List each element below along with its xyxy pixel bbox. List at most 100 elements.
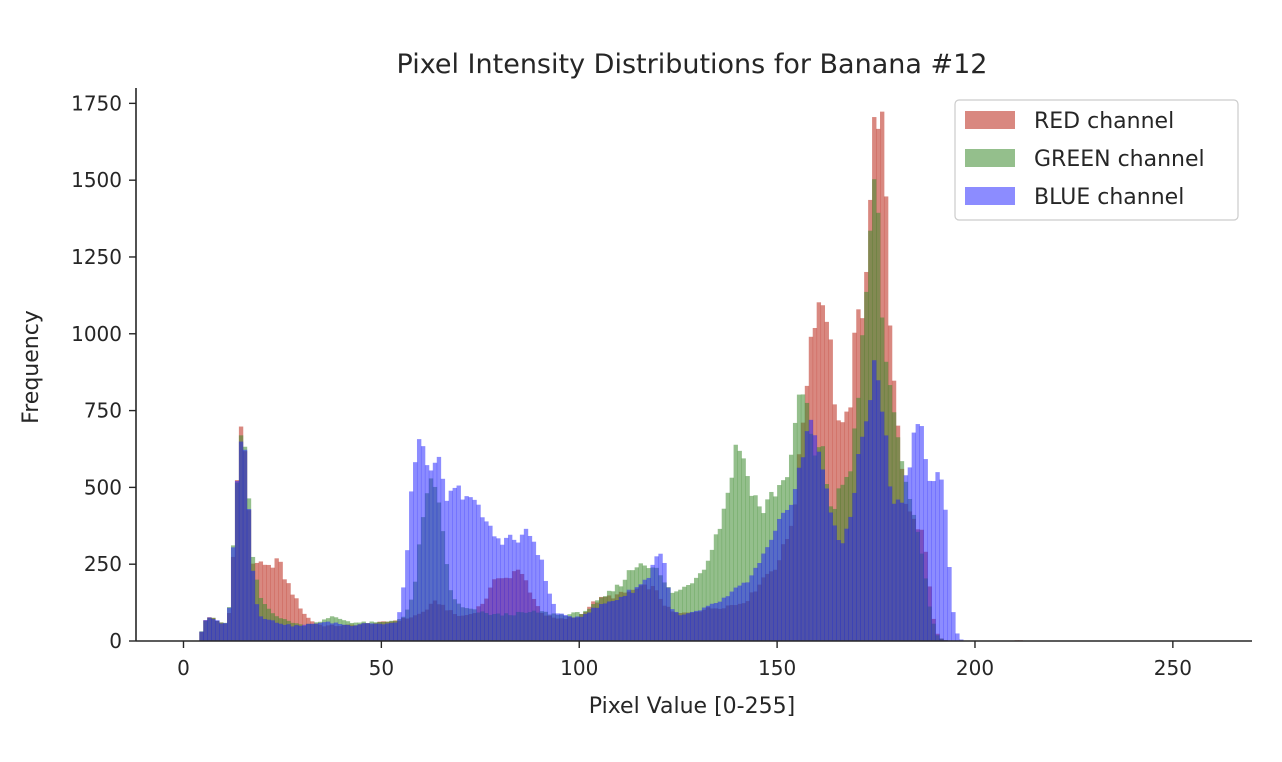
histogram-bar [785,509,790,641]
histogram-bar [531,541,537,641]
histogram-bar [606,601,612,641]
histogram-bar [357,624,362,641]
histogram-bar [349,626,355,641]
histogram-bar [792,489,798,641]
histogram-bar [266,564,271,641]
histogram-bar [717,528,723,641]
histogram-bar [428,470,434,641]
histogram-bar [294,598,299,641]
histogram-bar [420,446,426,641]
histogram-bar [365,623,370,641]
histogram-bar [943,509,948,641]
histogram-bar [373,623,378,641]
series-layer [199,111,1023,642]
histogram-bar [322,622,327,641]
histogram-bar [876,380,881,641]
histogram-bar [701,607,707,641]
y-tick-label: 0 [109,629,122,653]
histogram-bar [848,516,853,641]
histogram-bar [670,609,675,641]
histogram-bar [318,622,323,641]
histogram-bar [401,587,406,641]
histogram-bar [872,360,877,641]
histogram-bar [709,603,715,641]
histogram-bar [306,623,311,641]
histogram-bar [527,535,533,641]
histogram-bar [808,419,814,641]
histogram-bar [745,582,750,641]
histogram-bar [788,504,794,641]
histogram-bar [682,586,687,641]
histogram-bar [737,450,742,641]
histogram-bar [729,477,734,641]
histogram-bar [824,488,829,641]
histogram-bar [630,592,636,641]
histogram-bar [705,560,711,641]
histogram-bar [262,618,267,641]
histogram-bar [678,615,683,641]
histogram-bar [405,550,410,641]
histogram-bar [721,508,727,641]
histogram-bar [614,600,620,641]
legend-label: GREEN channel [1034,147,1205,172]
histogram-bar [282,579,287,641]
histogram-bar [508,534,513,641]
histogram-bar [215,620,220,641]
histogram-bar [725,492,731,641]
histogram-bar [800,457,806,641]
histogram-bar [448,490,453,641]
histogram-bar [725,596,731,641]
x-tick-label: 250 [1154,656,1192,680]
histogram-bar [891,503,897,641]
legend-swatch [965,111,1015,129]
histogram-bar [230,547,236,641]
histogram-bar [773,530,778,641]
histogram-bar [737,585,742,641]
histogram-bar [413,462,418,641]
histogram-bar [551,603,556,641]
histogram-bar [713,534,719,641]
histogram-bar [682,614,687,641]
histogram-bar [254,604,260,641]
histogram-bar [868,400,873,641]
histogram-bar [741,582,746,641]
histogram-bar [203,620,208,641]
histogram-bar [274,558,279,641]
histogram-bar [341,624,347,641]
histogram-bar [622,595,628,641]
histogram-bar [282,624,287,641]
histogram-bar [883,435,889,641]
y-tick-label: 1500 [71,168,122,192]
histogram-bar [591,607,596,641]
x-tick-label: 150 [758,656,796,680]
histogram-bar [286,583,291,641]
histogram-bar [199,631,204,641]
histogram-bar [824,321,829,641]
histogram-bar [496,538,501,641]
histogram-bar [749,575,754,641]
histogram-bar [804,431,810,641]
histogram-bar [559,613,564,641]
histogram-bar [911,432,917,641]
histogram-bar [472,499,477,641]
histogram-bar [567,616,572,641]
histogram-bar [828,339,833,641]
histogram-bar [864,421,869,641]
histogram-bar [535,555,541,641]
histogram-bar [298,625,303,641]
histogram-bar [539,559,545,641]
histogram-bar [709,549,715,641]
histogram-bar [294,625,299,641]
histogram-bar [227,607,232,641]
histogram-bar [464,496,469,641]
y-tick-label: 1250 [71,245,122,269]
histogram-bar [694,577,699,641]
x-axis-ticks: 0 50 100 150 200 250 [177,641,1192,680]
histogram-bar [258,616,264,641]
histogram-bar [927,480,932,641]
histogram-bar [595,607,600,641]
histogram-bar [238,441,244,641]
histogram-bar [353,625,359,641]
histogram-bar [654,556,659,641]
